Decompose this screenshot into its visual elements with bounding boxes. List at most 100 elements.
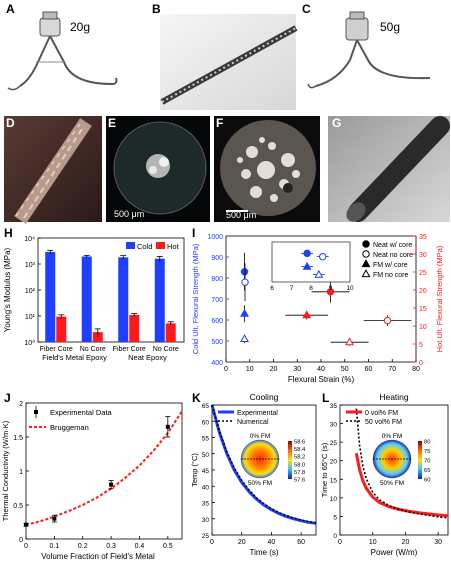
colorbar-tick-label: 58.4 (294, 447, 306, 453)
legend-label: Neat w/ core (373, 242, 412, 249)
y-right-tick-label: 5 (419, 342, 423, 349)
x-tick-label: 0.5 (163, 543, 173, 550)
colorbar-tick-label: 58.0 (294, 462, 305, 468)
colorbar-tick-label: 57.8 (294, 470, 305, 476)
bruggeman-curve (25, 410, 183, 526)
hot-marker (383, 316, 392, 325)
panel-letter-e: E (108, 116, 117, 130)
panel-letter-g: G (332, 116, 342, 130)
panel-letter-k: K (192, 391, 201, 405)
panel-letter-i: I (192, 226, 196, 240)
panel-letter-c: C (302, 2, 311, 16)
y-tick-label: 1 (19, 469, 23, 476)
bar-cold (45, 251, 56, 342)
cross-section-micrograph-fiber-core (106, 116, 210, 222)
legend-marker (362, 240, 370, 248)
panel-letter-d: D (6, 116, 15, 130)
y-left-axis-label: Cold Ult. Flexural Strength (MPa) (191, 243, 200, 354)
y-left-tick-label: 1000 (207, 234, 223, 241)
x-tick-label: 0.2 (78, 543, 88, 550)
inset-marker (302, 261, 312, 270)
x-tick-label: 0 (24, 543, 28, 550)
y-right-axis-label: Hot Ult. Flexural Strength (MPa) (435, 245, 444, 352)
category-label: No Core (153, 346, 179, 353)
x-axis-label: Volume Fraction of Field's Metal (41, 552, 155, 561)
colorbar-tick-label: 58.2 (294, 455, 305, 461)
panel-j: J 0 0.1 0.2 0.3 0.4 0.5 0 0.5 1 1.5 2 Volume Fracti… (0, 389, 190, 564)
x-tick-label: 0.1 (49, 543, 59, 550)
y-tick-label: 65 (202, 403, 210, 410)
y-left-tick-label: 700 (211, 297, 223, 304)
y-tick-label: 20 (330, 459, 338, 466)
series-line-1 (355, 408, 449, 519)
category-label: No Core (80, 346, 106, 353)
x-tick-label: 20 (402, 539, 410, 546)
cold-marker (241, 278, 249, 286)
bar-hot (56, 316, 67, 342)
fiber-end-photo (328, 116, 450, 222)
panel-letter-h: H (4, 226, 13, 240)
scale-bar-label-f: 500 μm (226, 210, 257, 220)
y-tick-label: 10¹ (25, 314, 36, 321)
x-tick-label: 80 (412, 366, 420, 373)
y-tick-label: 10² (25, 288, 36, 295)
group-label: Field's Metal Epoxy (42, 353, 107, 362)
inset-marker (319, 252, 327, 261)
y-tick-label: 10⁰ (24, 339, 35, 347)
panel-f: F 500 μm (212, 112, 322, 224)
panel-g: G (322, 112, 451, 224)
x-tick-label: 20 (238, 539, 246, 546)
cross-section-micrograph-field-metal (214, 116, 320, 222)
inset-label-top: 0% FM (382, 433, 403, 440)
y-left-tick-label: 600 (211, 318, 223, 325)
scale-bar-label-e: 500 μm (114, 209, 145, 219)
panel-b: B (150, 0, 298, 112)
y-tick-label: 35 (202, 501, 210, 508)
x-tick-label: 10 (246, 366, 254, 373)
inset-label-top: 0% FM (250, 433, 271, 440)
y-axis-label: Temp (°C) (190, 453, 199, 487)
x-tick-label: 40 (317, 366, 325, 373)
x-tick-label: 70 (388, 366, 396, 373)
bar-hot (92, 332, 103, 342)
legend-marker (361, 269, 371, 278)
embedded-fiber-photo (4, 116, 102, 224)
inset-x-tick-label: 7 (290, 285, 294, 292)
x-axis-label: Flexural Strain (%) (288, 375, 355, 384)
x-tick-label: 0.4 (135, 543, 145, 550)
panel-c: C 50g (298, 0, 451, 112)
colorbar (288, 441, 292, 479)
y-tick-label: 45 (202, 468, 210, 475)
colorbar-tick-label: 57.6 (294, 478, 305, 484)
inset-label-bottom: 50% FM (248, 480, 272, 487)
hot-marker (326, 288, 335, 296)
panel-d: D (0, 112, 104, 224)
legend-marker (361, 259, 371, 268)
y-tick-label: 10⁴ (24, 236, 35, 243)
inset-marker (303, 249, 311, 258)
legend-label: 50 vol% FM (365, 419, 402, 426)
y-right-tick-label: 0 (419, 360, 423, 367)
x-axis-label: Time (s) (249, 548, 278, 557)
colorbar-tick-label: 80 (424, 440, 430, 446)
panel-l: L Heating 0 10 20 30 0 5 10 15 20 25 30 35 Power (W/m… (320, 389, 451, 564)
plot-frame (339, 404, 449, 536)
colorbar-tick-label: 70 (424, 459, 430, 465)
panel-a: A 20g (0, 0, 150, 112)
y-axis-label: Young's Modulus (MPa) (3, 247, 12, 332)
y-tick-label: 10³ (25, 262, 36, 269)
y-right-tick-label: 35 (419, 234, 427, 241)
colorbar-tick-label: 75 (424, 449, 430, 455)
colorbar-tick-label: 58.6 (294, 440, 305, 446)
cooling-curve-chart: Cooling 0 20 40 60 25 30 35 40 45 50 55 60 65 Time (s)… (190, 392, 317, 557)
legend-label: Cold (137, 242, 152, 251)
legend-swatch-cold (126, 242, 135, 249)
panel-h: H 10⁰ 10¹ 10² 10³ 10⁴ Young's Modulus (MPa) Fi… (0, 224, 190, 379)
bar-cold (154, 258, 165, 342)
x-tick-label: 0 (338, 539, 342, 546)
inset-x-tick-label: 8 (309, 285, 313, 292)
y-tick-label: 40 (202, 484, 210, 491)
panel-letter-a: A (6, 2, 15, 16)
y-tick-label: 30 (202, 517, 210, 524)
